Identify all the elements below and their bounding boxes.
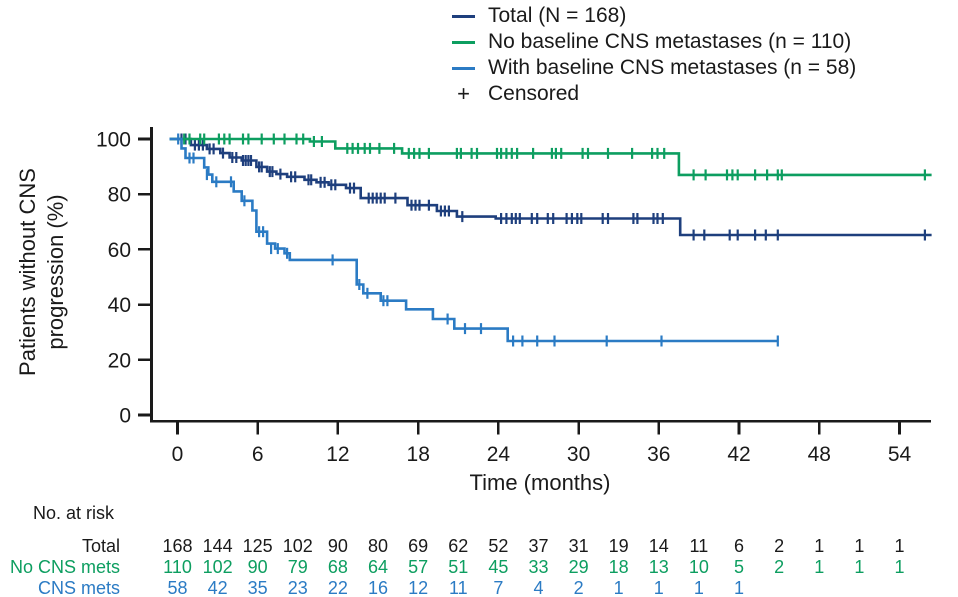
at-risk-value: 45: [488, 557, 509, 577]
at-risk-value: 1: [854, 557, 865, 577]
legend-label-no-cns-mets: No baseline CNS metastases (n = 110): [488, 30, 852, 53]
at-risk-value: 42: [207, 578, 228, 597]
at-risk-value: 23: [287, 578, 308, 597]
at-risk-row-label-no-cns-mets: No CNS mets: [9, 557, 120, 577]
at-risk-value: 51: [448, 557, 469, 577]
at-risk-value: 110: [163, 557, 192, 577]
x-tick-label: 18: [407, 443, 430, 466]
at-risk-value: 144: [202, 536, 233, 556]
at-risk-value: 6: [733, 536, 745, 556]
at-risk-value: 90: [247, 557, 268, 577]
at-risk-value: 18: [608, 557, 629, 577]
at-risk-value: 102: [282, 536, 313, 556]
at-risk-value: 52: [488, 536, 509, 556]
at-risk-value: 2: [774, 536, 785, 556]
at-risk-value: 22: [327, 578, 348, 597]
y-tick-label: 0: [119, 405, 131, 428]
at-risk-value: 2: [774, 557, 785, 577]
at-risk-value: 33: [528, 557, 549, 577]
y-tick-label: 80: [108, 184, 131, 207]
at-risk-value: 5: [733, 557, 745, 577]
at-risk-value: 11: [689, 536, 709, 556]
legend-line-swatch-total: [452, 14, 475, 18]
at-risk-value: 12: [408, 578, 429, 597]
at-risk-value: 19: [608, 536, 629, 556]
y-tick-label: 20: [108, 349, 131, 372]
at-risk-value: 69: [408, 536, 429, 556]
at-risk-value: 13: [648, 557, 669, 577]
at-risk-value: 2: [573, 578, 584, 597]
x-tick-label: 12: [326, 443, 349, 466]
x-tick-label: 54: [888, 443, 912, 466]
x-tick-label: 0: [172, 443, 184, 466]
censored-plus-icon: +: [457, 81, 470, 106]
series-curve-1: [169, 137, 932, 177]
at-risk-value: 7: [493, 578, 504, 597]
x-tick-label: 42: [727, 443, 750, 466]
at-risk-value: 1: [814, 557, 825, 577]
at-risk-value: 1: [814, 536, 825, 556]
x-axis-label: Time (months): [469, 470, 611, 495]
legend-label-censored: Censored: [488, 82, 580, 105]
at-risk-value: 29: [568, 557, 589, 577]
at-risk-value: 1: [733, 578, 745, 597]
at-risk-value: 79: [287, 557, 308, 577]
at-risk-value: 1: [653, 578, 664, 597]
legend: Total (N = 168) No baseline CNS metastas…: [452, 3, 856, 107]
at-risk-value: 64: [367, 557, 389, 577]
legend-label-with-cns-mets: With baseline CNS metastases (n = 58): [488, 56, 857, 79]
at-risk-value: 1: [693, 578, 704, 597]
at-risk-value: 16: [367, 578, 389, 597]
at-risk-value: 80: [367, 536, 389, 556]
at-risk-value: 125: [242, 536, 273, 556]
x-tick-label: 36: [647, 443, 670, 466]
legend-item-no-cns-mets: No baseline CNS metastases (n = 110): [452, 29, 856, 55]
at-risk-title: No. at risk: [33, 503, 115, 523]
at-risk-value: 1: [854, 536, 865, 556]
at-risk-value: 35: [247, 578, 268, 597]
legend-line-swatch-with-cns-mets: [452, 66, 475, 70]
x-tick-label: 48: [808, 443, 831, 466]
at-risk-value: 14: [648, 536, 669, 556]
at-risk-value: 90: [327, 536, 348, 556]
at-risk-value: 57: [408, 557, 429, 577]
at-risk-value: 31: [568, 536, 589, 556]
at-risk-value: 10: [688, 557, 709, 577]
at-risk-value: 102: [202, 557, 233, 577]
at-risk-value: 62: [448, 536, 469, 556]
legend-item-total: Total (N = 168): [452, 3, 856, 29]
legend-item-censored: + Censored: [452, 81, 856, 107]
at-risk-row-label-total: Total: [81, 536, 120, 556]
x-tick-label: 30: [567, 443, 590, 466]
at-risk-value: 4: [533, 578, 544, 597]
at-risk-value: 1: [894, 557, 905, 577]
at-risk-value: 1: [613, 578, 624, 597]
at-risk-value: 1: [894, 536, 905, 556]
legend-item-with-cns-mets: With baseline CNS metastases (n = 58): [452, 55, 856, 81]
y-tick-label: 60: [108, 239, 131, 262]
at-risk-value: 68: [327, 557, 348, 577]
at-risk-value: 11: [448, 578, 468, 597]
at-risk-value: 58: [167, 578, 188, 597]
y-tick-label: 40: [108, 294, 131, 317]
y-tick-label: 100: [96, 129, 131, 152]
at-risk-value: 168: [162, 536, 193, 556]
x-tick-label: 24: [487, 443, 511, 466]
series-curve-0: [169, 137, 932, 237]
legend-label-total: Total (N = 168): [488, 4, 627, 27]
at-risk-value: 37: [528, 536, 549, 556]
at-risk-row-label-cns-mets: CNS mets: [37, 578, 120, 597]
x-tick-label: 6: [252, 443, 264, 466]
legend-line-swatch-no-cns-mets: [452, 40, 475, 44]
